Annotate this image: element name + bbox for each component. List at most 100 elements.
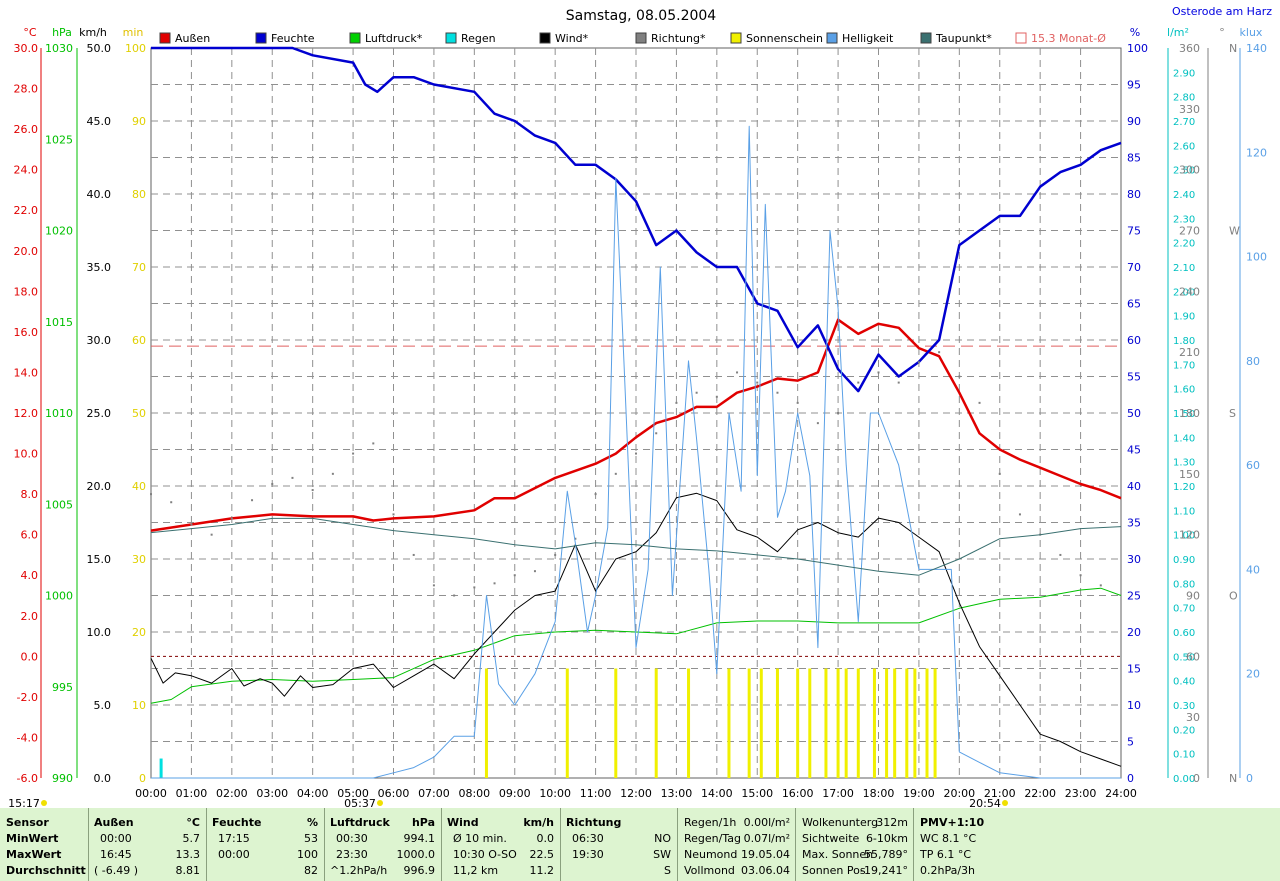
humidity-axis-tick-label: 90 [1127, 115, 1141, 128]
x-tick-label: 21:00 [984, 787, 1016, 800]
rain-axis-tick-label: 2.60 [1173, 141, 1195, 152]
legend-swatch [635, 32, 647, 44]
humidity-axis-tick-label: 65 [1127, 298, 1141, 311]
humidity-axis-tick-label: 30 [1127, 553, 1141, 566]
brightness-axis-tick-label: 100 [1246, 251, 1267, 264]
legend: Außen Feuchte Luftdruck* Regen Wind* Richtung… [159, 32, 1106, 45]
rain-axis-tick-label: 0.10 [1173, 750, 1195, 761]
stats-vollmond-value: 03.06.04 [741, 864, 790, 877]
direction-axis-compass-label: N [1229, 772, 1237, 785]
wind-axis-tick-label: 45.0 [87, 115, 112, 128]
wind-series-line [150, 492, 1122, 767]
stats-wolkenunterg-label: Wolkenunterg [802, 816, 879, 829]
x-tick-label: 09:00 [499, 787, 531, 800]
moon-marker [41, 800, 47, 806]
stats-richtung-max-time: 19:30 [572, 848, 604, 861]
brightness-axis-tick-label: 0 [1246, 772, 1253, 785]
direction-point [998, 472, 1001, 475]
stats-regen-column: Regen/1h 0.00l/m² Regen/Tag 0.07l/m² Neumo… [684, 808, 790, 881]
temp-axis-tick-label: 30.0 [14, 42, 39, 55]
sun-axis-tick-label: 50 [132, 407, 146, 420]
pressure-axis-tick-label: 1005 [45, 498, 73, 511]
direction-point [291, 476, 294, 479]
direction-point [271, 482, 274, 485]
direction-point [230, 517, 233, 520]
direction-point [796, 401, 799, 404]
direction-axis-tick-label: 150 [1179, 468, 1200, 481]
x-tick-label: 02:00 [216, 787, 248, 800]
station-name: Osterode am Harz [1172, 5, 1272, 18]
rain-axis-tick-label: 1.10 [1173, 506, 1195, 517]
stats-label-avg: Durchschnitt [6, 864, 86, 877]
direction-point [311, 489, 314, 492]
temp-axis-tick-label: 12.0 [14, 407, 39, 420]
rain-axis-tick-label: 1.30 [1173, 458, 1195, 469]
x-tick-label: 18:00 [863, 787, 895, 800]
pressure-axis-tick-label: 1020 [45, 225, 73, 238]
rain-axis-tick-label: 2.50 [1173, 166, 1195, 177]
sunset-time-label: 20:54 [969, 797, 1001, 808]
humidity-axis-tick-label: 15 [1127, 663, 1141, 676]
direction-point [1079, 574, 1082, 577]
legend-label: Feuchte [271, 32, 315, 45]
pressure-axis-tick-label: 995 [52, 681, 73, 694]
sun-axis-tick-label: 90 [132, 115, 146, 128]
direction-point [412, 553, 415, 556]
direction-axis-tick-label: 90 [1186, 590, 1200, 603]
temp-axis-tick-label: 22.0 [14, 204, 39, 217]
stats-vollmond-label: Vollmond [684, 864, 735, 877]
rain-axis-tick-label: 2.90 [1173, 68, 1195, 79]
rain-axis-tick-label: 0.80 [1173, 579, 1195, 590]
rain-axis-tick-label: 1.40 [1173, 433, 1195, 444]
stats-richtung-header: Richtung [566, 816, 622, 829]
direction-point [877, 371, 880, 374]
direction-point [533, 570, 536, 573]
direction-point [1099, 584, 1102, 587]
direction-point [453, 594, 456, 597]
humidity-axis-tick-label: 20 [1127, 626, 1141, 639]
temp-axis-tick-label: 6.0 [21, 529, 39, 542]
direction-point [352, 452, 355, 455]
stats-feuchte-header: Feuchte [212, 816, 262, 829]
brightness-axis-unit: klux [1240, 26, 1263, 39]
legend-label: Sonnenschein [746, 32, 823, 45]
stats-neumond-value: 19.05.04 [741, 848, 790, 861]
wind-axis-tick-label: 15.0 [87, 553, 112, 566]
legend-swatch [255, 32, 267, 44]
stats-luftdruck-header: Luftdruck [330, 816, 390, 829]
legend-swatch [159, 32, 171, 44]
direction-point [736, 371, 739, 374]
direction-point [210, 533, 213, 536]
direction-point [917, 361, 920, 364]
chart-title: Samstag, 08.05.2004 [566, 8, 717, 24]
x-tick-label: 16:00 [782, 787, 814, 800]
luftdruck-series-line [150, 587, 1122, 704]
sunrise-time-label: 05:37 [344, 797, 376, 808]
stats-wind-unit: km/h [523, 816, 554, 829]
temp-axis-tick-label: -2.0 [17, 691, 38, 704]
pressure-axis-tick-label: 1025 [45, 133, 73, 146]
rain-axis-tick-label: 0.30 [1173, 701, 1195, 712]
pressure-axis-tick-label: 1015 [45, 316, 73, 329]
direction-axis-compass-label: O [1229, 590, 1238, 603]
humidity-axis-tick-label: 95 [1127, 79, 1141, 92]
x-tick-label: 19:00 [903, 787, 935, 800]
direction-axis-compass-label: S [1229, 407, 1236, 420]
chart-series [150, 46, 1122, 779]
x-tick-label: 03:00 [256, 787, 288, 800]
x-tick-label: 04:00 [297, 787, 329, 800]
direction-point [251, 499, 254, 502]
legend-label: Taupunkt* [935, 32, 992, 45]
x-tick-label: 00:00 [135, 787, 167, 800]
statistics-panel: Sensor MinWert MaxWert Durchschnitt Auße… [0, 808, 1280, 881]
brightness-axis-tick-label: 120 [1246, 146, 1267, 159]
direction-axis-tick-label: 60 [1186, 650, 1200, 663]
humidity-axis-tick-label: 25 [1127, 590, 1141, 603]
sun-axis-tick-label: 10 [132, 699, 146, 712]
stats-feuchte-min-value: 53 [304, 832, 318, 845]
temp-axis-tick-label: 24.0 [14, 164, 39, 177]
aussen-series-line [150, 318, 1122, 532]
humidity-axis-tick-label: 60 [1127, 334, 1141, 347]
direction-point [958, 375, 961, 378]
direction-axis-tick-label: 210 [1179, 346, 1200, 359]
